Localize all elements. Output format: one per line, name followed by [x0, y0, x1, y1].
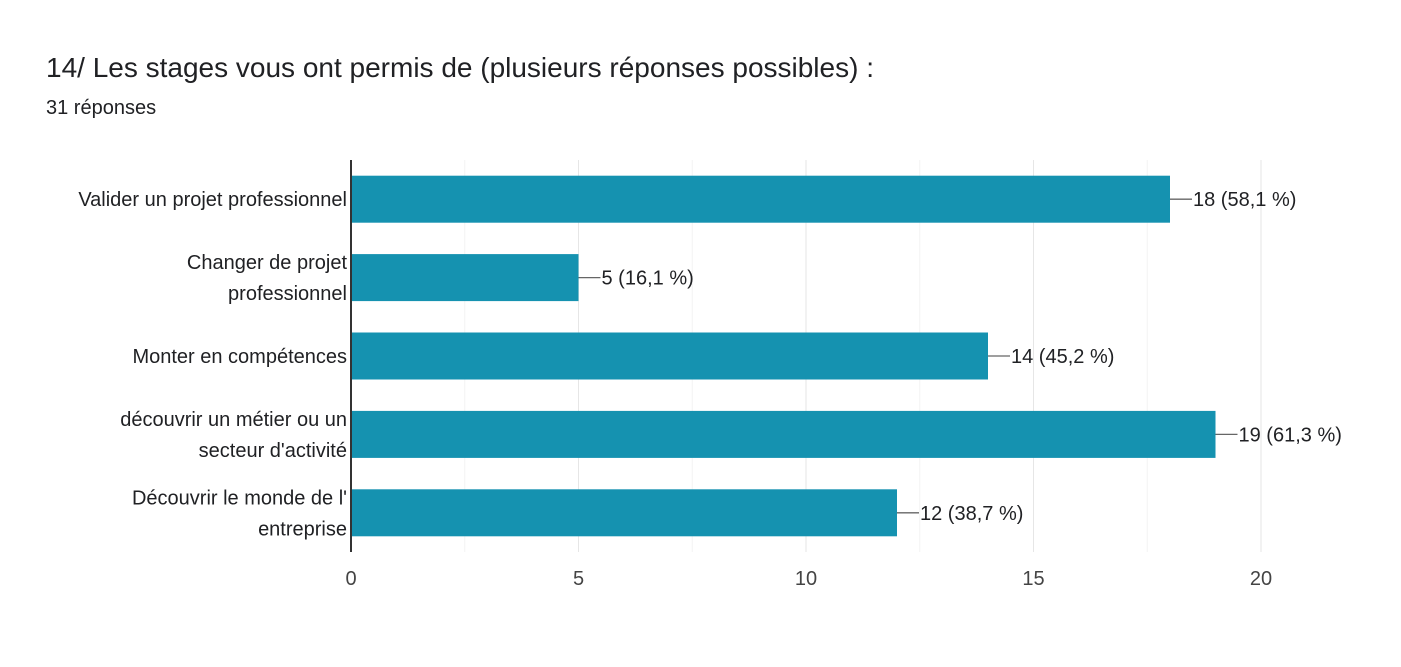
data-label: 12 (38,7 %)	[920, 503, 1023, 525]
response-count: 31 réponses	[46, 97, 157, 119]
data-label: 14 (45,2 %)	[1011, 346, 1114, 368]
bar	[351, 410, 1216, 458]
category-label: secteur d'activité	[199, 440, 347, 462]
bar	[351, 489, 897, 537]
question-title: 14/ Les stages vous ont permis de (plusi…	[46, 52, 874, 83]
data-label: 18 (58,1 %)	[1193, 189, 1296, 211]
x-tick-label: 5	[573, 568, 584, 590]
bar	[351, 254, 579, 302]
data-label: 19 (61,3 %)	[1239, 424, 1342, 446]
category-label: Découvrir le monde de l'	[132, 487, 347, 509]
category-label: Valider un projet professionnel	[78, 189, 347, 211]
data-label: 5 (16,1 %)	[602, 268, 694, 290]
x-tick-label: 0	[345, 568, 356, 590]
category-label: entreprise	[258, 518, 347, 540]
bar	[351, 175, 1170, 223]
bar	[351, 332, 988, 380]
x-tick-label: 10	[795, 568, 817, 590]
category-label: Monter en compétences	[132, 346, 347, 368]
category-label: professionnel	[228, 283, 347, 305]
category-label: découvrir un métier ou un	[120, 409, 347, 431]
x-tick-label: 20	[1250, 568, 1272, 590]
x-tick-label: 15	[1022, 568, 1044, 590]
category-label: Changer de projet	[187, 252, 348, 274]
